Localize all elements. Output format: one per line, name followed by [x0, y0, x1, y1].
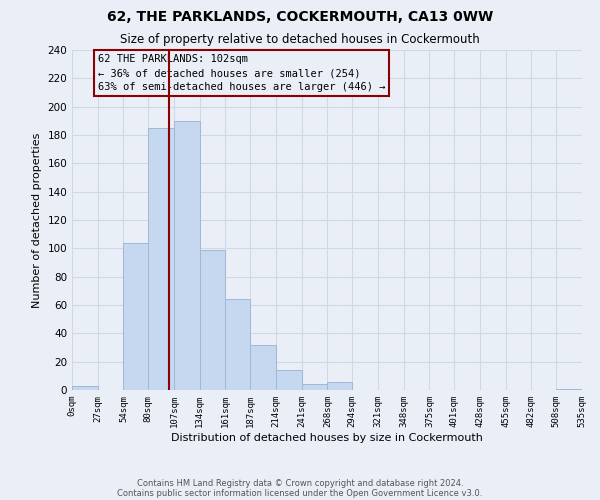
Text: 62, THE PARKLANDS, COCKERMOUTH, CA13 0WW: 62, THE PARKLANDS, COCKERMOUTH, CA13 0WW: [107, 10, 493, 24]
Text: Size of property relative to detached houses in Cockermouth: Size of property relative to detached ho…: [120, 32, 480, 46]
Bar: [556, 388, 582, 390]
Bar: [124, 242, 148, 390]
Bar: [276, 370, 302, 390]
Bar: [328, 382, 352, 390]
Bar: [174, 121, 200, 390]
Bar: [72, 386, 98, 390]
Bar: [226, 300, 250, 390]
Bar: [200, 250, 226, 390]
Text: 62 THE PARKLANDS: 102sqm
← 36% of detached houses are smaller (254)
63% of semi-: 62 THE PARKLANDS: 102sqm ← 36% of detach…: [98, 54, 385, 92]
Y-axis label: Number of detached properties: Number of detached properties: [32, 132, 42, 308]
X-axis label: Distribution of detached houses by size in Cockermouth: Distribution of detached houses by size …: [171, 432, 483, 442]
Text: Contains public sector information licensed under the Open Government Licence v3: Contains public sector information licen…: [118, 488, 482, 498]
Text: Contains HM Land Registry data © Crown copyright and database right 2024.: Contains HM Land Registry data © Crown c…: [137, 478, 463, 488]
Bar: [148, 128, 174, 390]
Bar: [250, 344, 276, 390]
Bar: [302, 384, 328, 390]
